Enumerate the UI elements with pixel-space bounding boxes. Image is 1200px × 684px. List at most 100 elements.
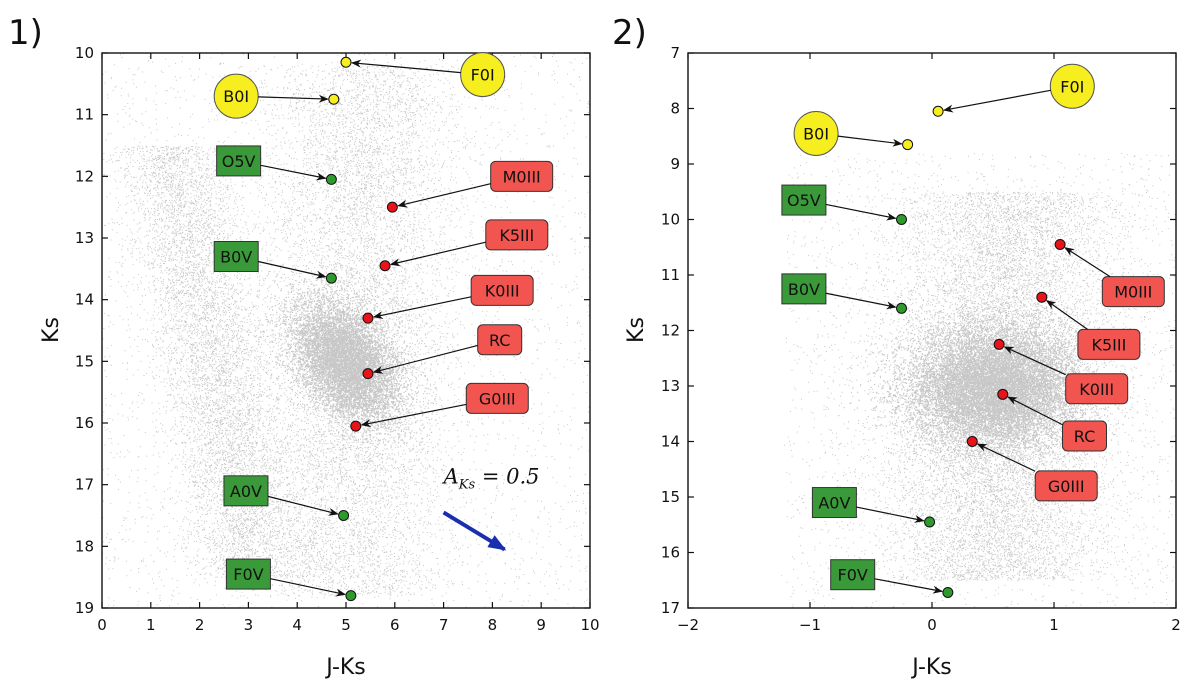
star-point	[346, 591, 356, 601]
star-label: M0III	[1114, 283, 1152, 302]
star-label: A0V	[230, 482, 262, 501]
star-label: F0I	[1060, 77, 1084, 96]
x-tick-label: 9	[536, 616, 546, 634]
x-tick-label: 0	[927, 616, 937, 634]
star-label: K5III	[1091, 335, 1126, 354]
y-tick-label: 15	[661, 488, 680, 506]
annotation-f0v: F0V	[831, 560, 953, 598]
x-tick-label: 5	[341, 616, 351, 634]
star-label: B0I	[223, 87, 249, 106]
star-label: F0V	[233, 565, 263, 584]
annotation-b0i: B0I	[794, 111, 913, 155]
leader-arrow	[270, 579, 345, 595]
x-tick-label: 7	[439, 616, 449, 634]
leader-arrow	[826, 204, 896, 218]
annotation-b0v: B0V	[214, 242, 336, 284]
y-tick-label: 12	[75, 167, 94, 185]
annotation-k0iii: K0III	[363, 275, 533, 323]
y-tick-label: 8	[670, 100, 680, 118]
x-tick-label: 1	[146, 616, 156, 634]
star-point	[339, 511, 349, 521]
y-tick-label: 19	[75, 599, 94, 617]
star-point	[341, 57, 351, 67]
y-tick-label: 14	[661, 433, 680, 451]
extinction-arrow-label: AKs = 0.5	[442, 464, 540, 492]
star-label: M0III	[503, 167, 541, 186]
panel-2-label: 2)	[612, 13, 647, 53]
star-point	[351, 421, 361, 431]
y-tick-label: 13	[75, 229, 94, 247]
x-tick-label: −1	[799, 616, 821, 634]
panel-1-extinction-vector: AKs = 0.5	[442, 464, 540, 549]
star-label: K0III	[485, 281, 520, 300]
star-label: B0I	[803, 124, 829, 143]
leader-arrow	[261, 165, 326, 178]
annotation-a0v: A0V	[812, 488, 934, 527]
y-tick-label: 16	[661, 544, 680, 562]
star-point	[933, 106, 943, 116]
panel-1-label: 1)	[8, 13, 43, 53]
y-tick-label: 10	[661, 211, 680, 229]
panel-2-x-axis-label: J-Ks	[910, 655, 952, 680]
leader-arrow	[1047, 301, 1088, 330]
x-tick-label: 0	[97, 616, 107, 634]
y-tick-label: 12	[661, 322, 680, 340]
leader-arrow	[391, 242, 486, 264]
star-point	[998, 389, 1008, 399]
x-tick-label: 4	[292, 616, 302, 634]
star-label: K0III	[1079, 380, 1114, 399]
star-label: RC	[489, 331, 511, 350]
x-tick-label: 6	[390, 616, 400, 634]
x-tick-label: 3	[244, 616, 254, 634]
star-label: RC	[1074, 427, 1096, 446]
panel-2-y-axis-label: Ks	[624, 317, 649, 343]
x-tick-label: 1	[1049, 616, 1059, 634]
star-label: B0V	[788, 280, 820, 299]
star-label: G0III	[1048, 477, 1085, 496]
star-label: A0V	[818, 494, 850, 513]
star-point	[1055, 239, 1065, 249]
star-point	[925, 517, 935, 527]
star-label: O5V	[222, 152, 256, 171]
leader-arrow	[944, 90, 1051, 110]
extinction-arrow	[444, 512, 505, 549]
field-star-scatter	[781, 153, 1200, 609]
y-tick-label: 11	[75, 106, 94, 124]
y-tick-label: 13	[661, 377, 680, 395]
y-tick-label: 10	[75, 44, 94, 62]
x-tick-label: 10	[580, 616, 599, 634]
star-label: B0V	[220, 248, 252, 267]
y-tick-label: 7	[670, 44, 680, 62]
x-tick-label: 8	[488, 616, 498, 634]
annotation-f0i: F0I	[933, 64, 1094, 116]
star-point	[967, 437, 977, 447]
y-tick-label: 17	[661, 599, 680, 617]
star-point	[897, 215, 907, 225]
x-tick-label: 2	[195, 616, 205, 634]
star-point	[363, 369, 373, 379]
leader-arrow	[398, 184, 490, 206]
leader-arrow	[1065, 248, 1110, 277]
annotation-m0iii: M0III	[387, 161, 552, 212]
star-point	[380, 261, 390, 271]
x-tick-label: −2	[677, 616, 699, 634]
x-tick-label: 2	[1171, 616, 1181, 634]
annotation-o5v: O5V	[217, 146, 337, 185]
star-point	[326, 273, 336, 283]
y-tick-label: 16	[75, 414, 94, 432]
leader-arrow	[826, 293, 896, 307]
star-label: F0V	[838, 566, 868, 585]
star-point	[943, 587, 953, 597]
star-point	[326, 174, 336, 184]
star-point	[363, 313, 373, 323]
leader-arrow	[838, 136, 902, 144]
leader-arrow	[352, 63, 461, 73]
leader-arrow	[374, 297, 471, 317]
star-point	[1037, 292, 1047, 302]
annotation-b0i: B0I	[214, 74, 339, 118]
